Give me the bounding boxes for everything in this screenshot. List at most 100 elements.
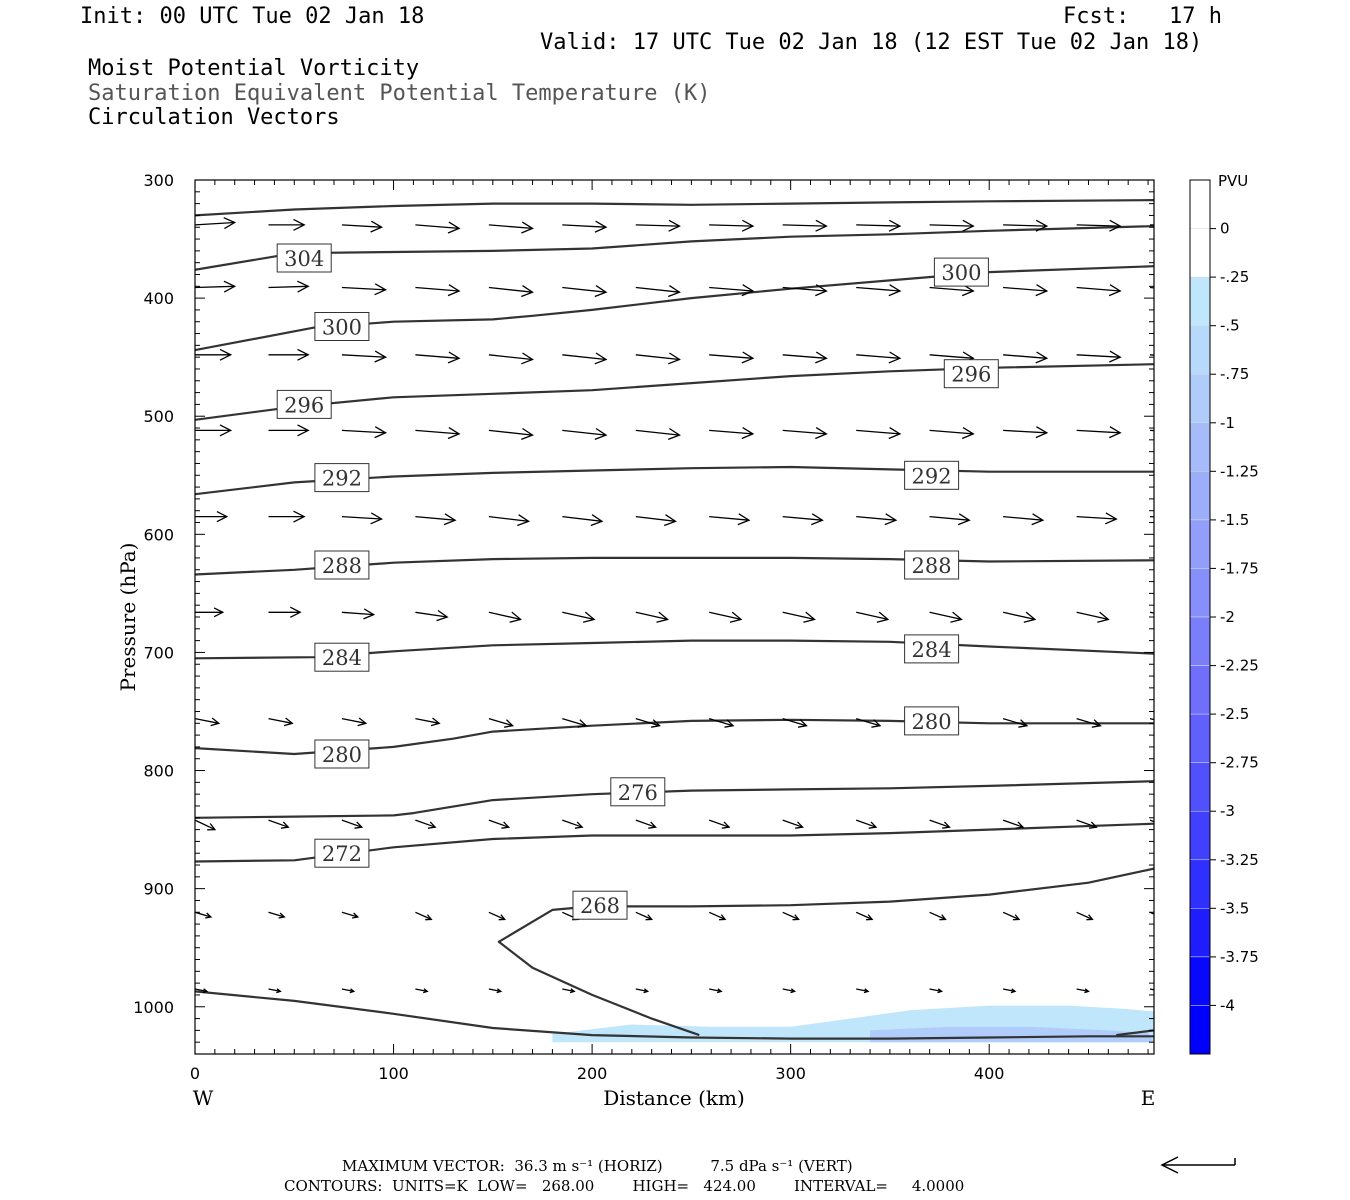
y-tick-label: 1000 xyxy=(133,998,174,1017)
wind-vector xyxy=(782,988,796,994)
colorbar-label: -.5 xyxy=(1220,317,1240,335)
contour-label-text: 300 xyxy=(322,316,362,340)
colorbar-label: -2.25 xyxy=(1220,657,1259,675)
y-tick-label: 500 xyxy=(143,407,174,426)
theta-es-contour-unlabeled-11 xyxy=(195,990,1154,1040)
wind-vector xyxy=(488,717,515,728)
wind-vector xyxy=(195,511,229,523)
contour-label: 300 xyxy=(933,257,989,287)
wind-vector xyxy=(782,284,828,297)
contour-label-text: 288 xyxy=(912,554,952,578)
wind-vector xyxy=(856,513,898,526)
contour-label: 284 xyxy=(314,642,370,672)
wind-vector xyxy=(341,283,388,296)
wind-vector xyxy=(341,608,376,620)
wind-vector xyxy=(341,717,368,727)
contours-info-line: CONTOURS: UNITS=K LOW= 268.00 HIGH= 424.… xyxy=(284,1177,965,1195)
wind-vector xyxy=(709,219,755,232)
y-tick-label: 800 xyxy=(143,762,174,781)
wind-vector xyxy=(1002,611,1037,623)
x-end-label-east: E xyxy=(1141,1086,1156,1110)
wind-vector xyxy=(415,284,461,297)
wind-vector xyxy=(488,819,511,829)
contour-label-text: 280 xyxy=(912,710,952,734)
wind-vector xyxy=(929,513,971,526)
wind-vector xyxy=(708,911,727,921)
wind-vector xyxy=(562,285,608,298)
wind-vector xyxy=(415,609,449,622)
wind-vector xyxy=(195,911,213,919)
wind-vector xyxy=(1003,426,1049,439)
reference-vector-arrow xyxy=(1160,1156,1236,1174)
colorbar-swatch xyxy=(1189,422,1211,472)
x-tick-label: 100 xyxy=(378,1064,409,1083)
wind-vector xyxy=(268,280,310,293)
wind-vector xyxy=(929,911,947,921)
wind-vector xyxy=(1003,219,1049,232)
wind-vector xyxy=(709,717,735,728)
colorbar-label: -1.75 xyxy=(1220,559,1259,577)
colorbar-swatch xyxy=(1189,908,1211,958)
wind-vector xyxy=(1002,717,1029,728)
colorbar-label: -2.5 xyxy=(1220,705,1249,723)
wind-vector xyxy=(1003,513,1045,526)
colorbar-label: -1.25 xyxy=(1220,462,1259,480)
wind-vector xyxy=(268,819,290,829)
field-title-pv: Moist Potential Vorticity xyxy=(88,56,420,81)
wind-vector xyxy=(341,819,364,829)
wind-vector xyxy=(341,988,356,994)
colorbar-label: 0 xyxy=(1220,220,1230,238)
wind-vector xyxy=(635,717,661,728)
wind-vector xyxy=(635,514,677,527)
field-title-theta-es: Saturation Equivalent Potential Temperat… xyxy=(88,81,711,106)
wind-vector xyxy=(1076,717,1102,728)
colorbar-swatch xyxy=(1189,373,1211,424)
colorbar: PVU 0 -.25 -.5 -.75 -1 -1.25 -1.5 -1.75 -2 -2.25 -2… xyxy=(1189,172,1259,1055)
y-tick-label: 300 xyxy=(143,171,174,190)
contour-label: 276 xyxy=(610,777,666,807)
colorbar-swatch xyxy=(1189,713,1211,763)
wind-vector xyxy=(195,988,209,994)
wind-vector xyxy=(855,819,878,829)
wind-vector xyxy=(268,606,302,618)
y-tick-label: 700 xyxy=(143,643,174,662)
valid-time: Valid: 17 UTC Tue 02 Jan 18 (12 EST Tue … xyxy=(540,30,1203,55)
contour-label: 268 xyxy=(572,890,628,920)
contour-label-text: 292 xyxy=(912,464,952,488)
wind-vector xyxy=(1149,819,1154,823)
theta-es-contour-296 xyxy=(195,363,1154,421)
wind-vector xyxy=(195,217,237,230)
contour-label-text: 304 xyxy=(284,247,324,271)
x-end-label-west: W xyxy=(193,1086,214,1110)
wind-vector xyxy=(708,819,731,829)
contour-label-layer: 304 300 300 296 296 292 292 288 288 284 284 280 280 2… xyxy=(276,243,999,920)
wind-vector xyxy=(268,911,286,919)
wind-vector xyxy=(1076,611,1110,623)
contour-label: 284 xyxy=(904,634,960,664)
contour-label-text: 268 xyxy=(580,894,620,918)
contour-label-text: 284 xyxy=(912,638,952,662)
wind-vector xyxy=(635,911,654,921)
theta-es-contour-unlabeled-12 xyxy=(1116,1029,1154,1037)
wind-vector xyxy=(635,427,681,441)
wind-vector xyxy=(856,427,902,440)
field-title-vectors: Circulation Vectors xyxy=(88,105,340,130)
colorbar-swatch xyxy=(1189,762,1211,812)
wind-vector xyxy=(488,911,506,921)
wind-vector xyxy=(488,988,503,994)
contour-label: 292 xyxy=(904,460,960,490)
plot-frame xyxy=(194,179,1155,1055)
wind-vector xyxy=(709,988,723,994)
colorbar-swatch xyxy=(1189,616,1211,666)
wind-vector xyxy=(415,911,433,921)
colorbar-label: -.75 xyxy=(1220,365,1249,383)
wind-vector xyxy=(709,513,751,526)
x-tick-label: 0 xyxy=(190,1064,200,1083)
wind-vector xyxy=(562,220,608,233)
wind-vector xyxy=(341,220,384,233)
wind-vector xyxy=(195,280,237,293)
wind-vector xyxy=(1003,351,1049,364)
colorbar-label: -2 xyxy=(1220,608,1235,626)
x-axis-label: Distance (km) xyxy=(603,1086,745,1110)
wind-vector xyxy=(782,219,828,232)
